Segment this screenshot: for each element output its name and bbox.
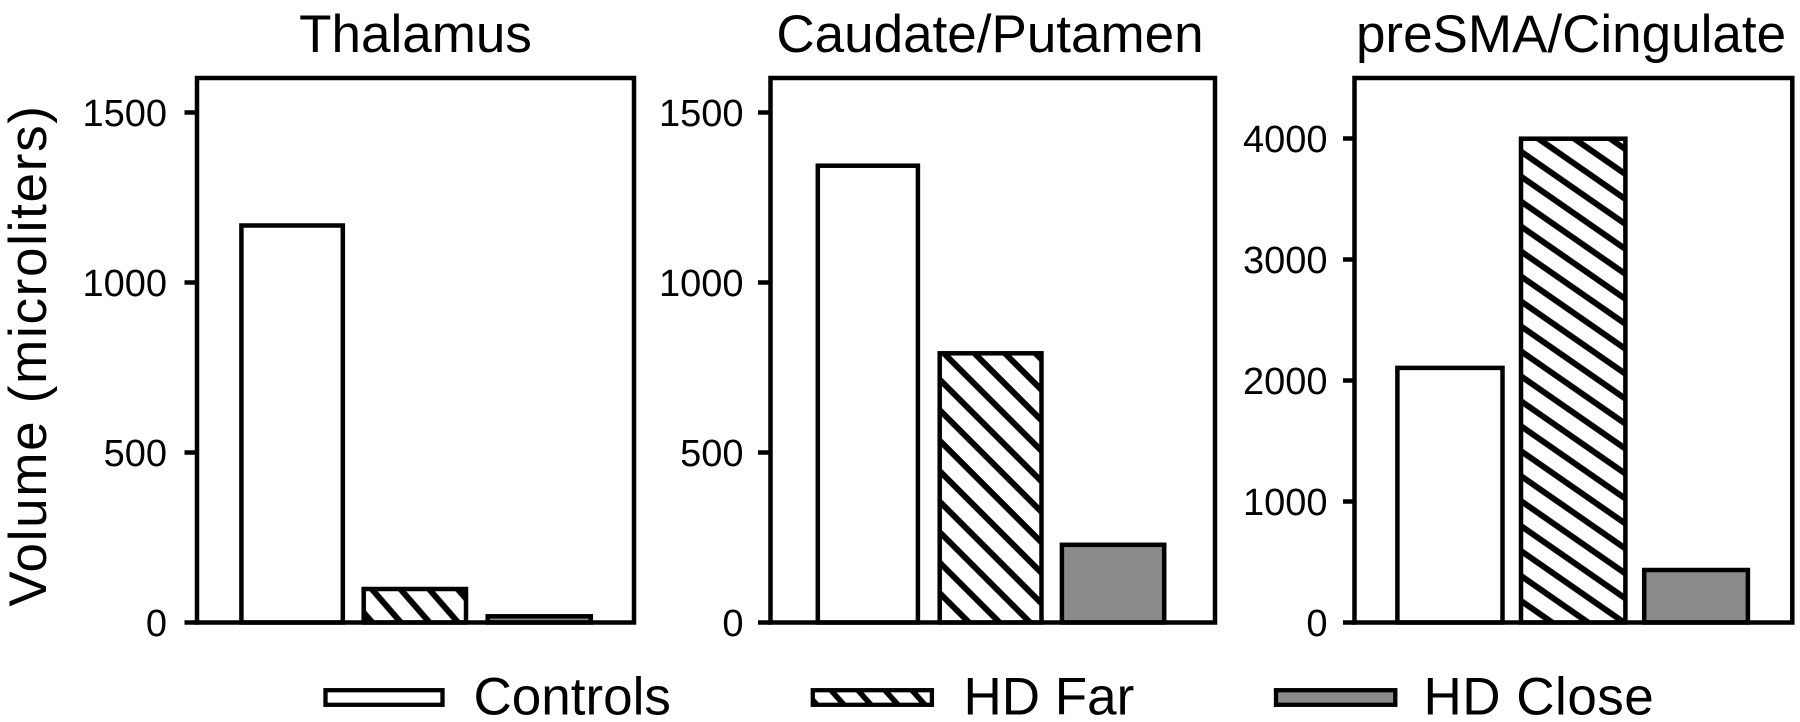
svg-text:Thalamus: Thalamus (299, 5, 532, 64)
svg-text:HD Far: HD Far (964, 668, 1135, 722)
svg-text:Controls: Controls (474, 668, 671, 722)
svg-text:4000: 4000 (1243, 119, 1328, 161)
svg-text:500: 500 (680, 433, 743, 475)
svg-text:Caudate/Putamen: Caudate/Putamen (776, 5, 1203, 64)
svg-text:0: 0 (722, 603, 743, 645)
svg-text:0: 0 (1306, 603, 1327, 645)
svg-text:0: 0 (146, 603, 167, 645)
svg-text:HD Close: HD Close (1424, 668, 1655, 722)
svg-text:1500: 1500 (82, 93, 167, 135)
svg-text:1000: 1000 (659, 263, 744, 305)
svg-text:2000: 2000 (1243, 361, 1328, 403)
svg-text:3000: 3000 (1243, 240, 1328, 282)
svg-text:Volume (microliters): Volume (microliters) (0, 104, 58, 606)
svg-text:1000: 1000 (82, 263, 167, 305)
svg-text:preSMA/Cingulate: preSMA/Cingulate (1356, 5, 1786, 64)
svg-text:1000: 1000 (1243, 482, 1328, 524)
svg-text:500: 500 (104, 433, 167, 475)
svg-text:1500: 1500 (659, 93, 744, 135)
